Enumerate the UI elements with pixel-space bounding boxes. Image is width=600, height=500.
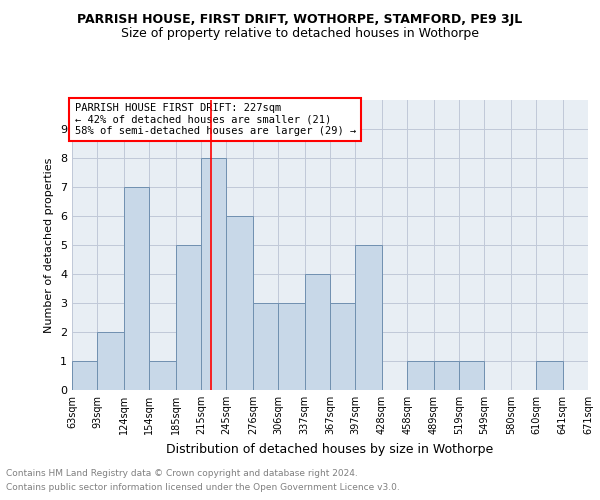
Text: Contains HM Land Registry data © Crown copyright and database right 2024.: Contains HM Land Registry data © Crown c… bbox=[6, 468, 358, 477]
Bar bbox=[124, 187, 149, 390]
Bar bbox=[253, 303, 278, 390]
Bar bbox=[407, 361, 434, 390]
Bar bbox=[330, 303, 355, 390]
Bar bbox=[355, 245, 382, 390]
Text: Contains public sector information licensed under the Open Government Licence v3: Contains public sector information licen… bbox=[6, 484, 400, 492]
Bar bbox=[536, 361, 563, 390]
Text: PARRISH HOUSE FIRST DRIFT: 227sqm
← 42% of detached houses are smaller (21)
58% : PARRISH HOUSE FIRST DRIFT: 227sqm ← 42% … bbox=[74, 103, 356, 136]
Y-axis label: Number of detached properties: Number of detached properties bbox=[44, 158, 55, 332]
Text: PARRISH HOUSE, FIRST DRIFT, WOTHORPE, STAMFORD, PE9 3JL: PARRISH HOUSE, FIRST DRIFT, WOTHORPE, ST… bbox=[77, 12, 523, 26]
Bar bbox=[305, 274, 330, 390]
Bar bbox=[72, 361, 97, 390]
Text: Size of property relative to detached houses in Wothorpe: Size of property relative to detached ho… bbox=[121, 28, 479, 40]
Bar bbox=[176, 245, 201, 390]
Bar bbox=[149, 361, 176, 390]
Bar bbox=[226, 216, 253, 390]
Bar bbox=[201, 158, 226, 390]
Bar bbox=[97, 332, 124, 390]
Bar bbox=[278, 303, 305, 390]
Bar bbox=[459, 361, 484, 390]
Bar bbox=[434, 361, 459, 390]
X-axis label: Distribution of detached houses by size in Wothorpe: Distribution of detached houses by size … bbox=[166, 442, 494, 456]
